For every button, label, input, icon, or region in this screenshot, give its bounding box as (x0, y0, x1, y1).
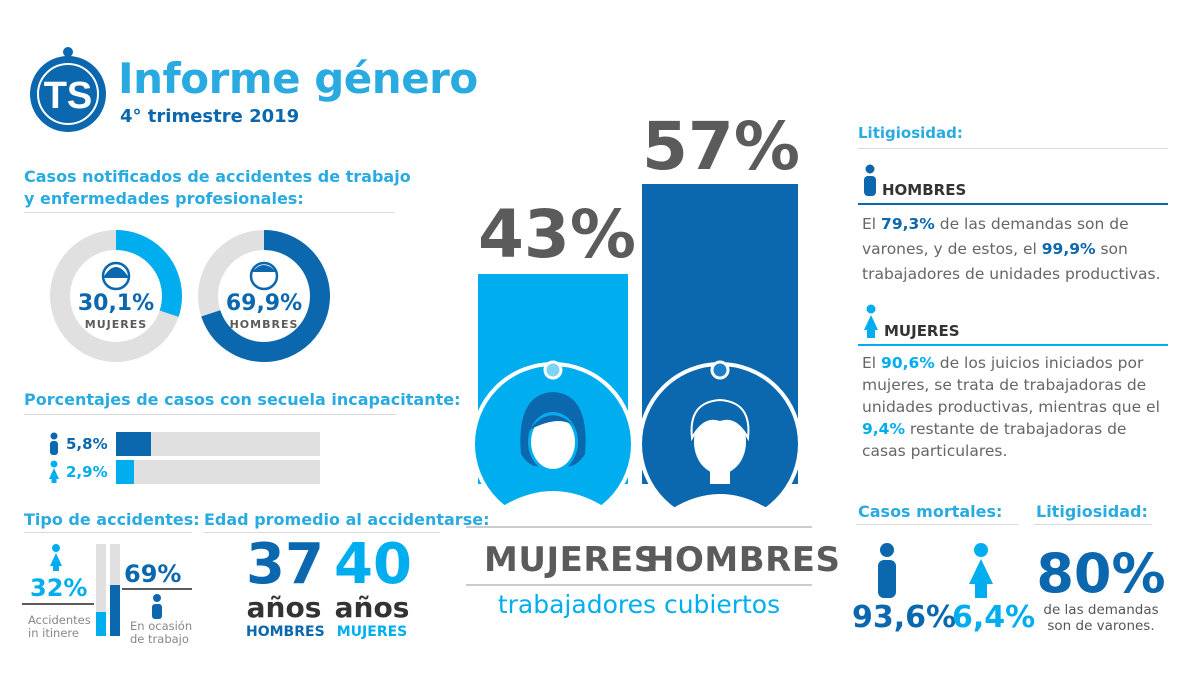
cubiertos-hombres-pct: 57% (642, 108, 800, 185)
secuela-mujeres-bar (116, 460, 134, 484)
donut-hombres-label: HOMBRES (229, 318, 299, 331)
woman-avatar-icon (471, 360, 635, 526)
page-title: Informe género (118, 54, 478, 103)
woman-figure-icon (864, 304, 878, 338)
edad-mujeres-unit: años (334, 591, 410, 624)
mortales-heading: Casos mortales: (858, 502, 1003, 521)
donut-mujeres-value: 30,1% (77, 291, 155, 316)
woman-figure-icon (49, 460, 59, 483)
edad-hombres: 37 años HOMBRES (246, 532, 325, 642)
tipo-itinere-track (96, 544, 106, 636)
man-figure-icon (878, 543, 896, 598)
donut-hombres-value: 69,9% (225, 291, 303, 316)
litigiosidad-heading: Litigiosidad: (858, 124, 963, 142)
cubiertos-caption: trabajadores cubiertos (497, 590, 781, 619)
mortales-hombres-value: 93,6% (852, 600, 957, 635)
cubiertos-hombres-label: HOMBRES (646, 540, 841, 580)
donut-mujeres (50, 230, 182, 362)
edad-hombres-label: HOMBRES (246, 624, 325, 640)
donut-hombres (198, 230, 330, 362)
litigiosidad2-heading: Litigiosidad: (1036, 502, 1148, 521)
lit-hombres-text: El 79,3% de las demandas son de varones,… (862, 215, 1161, 283)
cubiertos-chart (471, 184, 802, 526)
mortales-mujeres-value: 6,4% (952, 600, 1036, 635)
tipo-ocasion-bar (110, 585, 120, 636)
edad-mujeres: 40 años MUJERES (334, 532, 412, 642)
woman-figure-icon (969, 543, 993, 598)
tipo-itinere-bar (96, 612, 106, 636)
casos-heading-line2: y enfermedades profesionales: (24, 189, 304, 208)
tipo-ocasion-label: En ocasión de trabajo (130, 619, 193, 646)
man-avatar-icon (638, 360, 802, 526)
casos-heading: Casos notificados de accidentes de traba… (24, 166, 411, 210)
secuela-hombres-bar (116, 432, 152, 456)
secuela-mujeres-value: 2,9% (66, 463, 108, 481)
woman-icon (101, 261, 131, 291)
secuela-hombres-track (116, 432, 320, 456)
woman-figure-icon (50, 544, 62, 571)
secuela-hombres-value: 5,8% (66, 435, 108, 453)
edad-hombres-number: 37 (246, 532, 324, 597)
lit-mujeres-text: El 90,6% de los juicios iniciados por mu… (862, 354, 1160, 460)
tipo-itinere-value: 32% (30, 574, 88, 602)
tipo-ocasion-value: 69% (124, 560, 182, 588)
cubiertos-mujeres-pct: 43% (478, 196, 636, 273)
logo-text: TS (44, 75, 93, 117)
edad-mujeres-label: MUJERES (336, 624, 408, 640)
ts-logo: TS (30, 47, 106, 132)
secuela-heading: Porcentajes de casos con secuela incapac… (24, 390, 461, 409)
lit-hombres-title: HOMBRES (882, 181, 967, 199)
man-figure-icon (152, 594, 162, 619)
page-subtitle: 4° trimestre 2019 (120, 106, 300, 127)
litigiosidad2-caption: de las demandas son de varones. (1043, 602, 1159, 634)
casos-heading-line1: Casos notificados de accidentes de traba… (24, 167, 411, 186)
cubiertos-mujeres-label: MUJERES (484, 540, 659, 580)
edad-mujeres-number: 40 (334, 532, 412, 597)
edad-heading: Edad promedio al accidentarse: (204, 510, 490, 529)
tipo-heading: Tipo de accidentes: (24, 510, 200, 529)
secuela-mujeres-track (116, 460, 320, 484)
edad-hombres-unit: años (246, 591, 322, 624)
lit-mujeres-title: MUJERES (884, 322, 960, 340)
man-figure-icon (864, 164, 876, 196)
litigiosidad2-value: 80% (1036, 542, 1166, 605)
donut-mujeres-label: MUJERES (84, 318, 148, 331)
man-figure-icon (50, 432, 58, 455)
tipo-itinere-label: Accidentes in itinere (28, 613, 91, 640)
man-icon (249, 261, 279, 291)
